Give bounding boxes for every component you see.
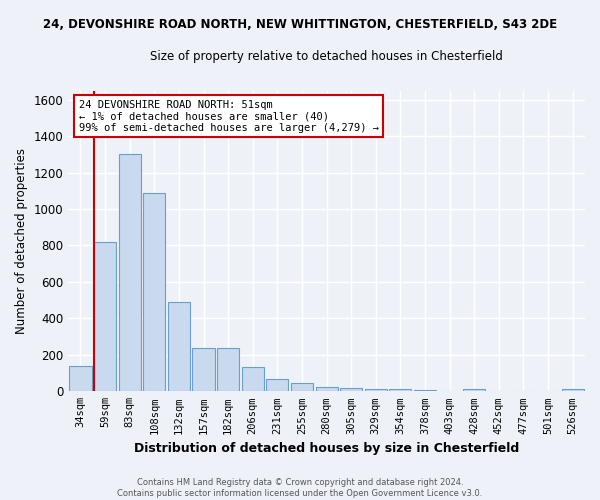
- Bar: [266, 378, 289, 392]
- Bar: [365, 390, 387, 392]
- Bar: [217, 348, 239, 392]
- Bar: [193, 348, 215, 392]
- Bar: [316, 386, 338, 392]
- X-axis label: Distribution of detached houses by size in Chesterfield: Distribution of detached houses by size …: [134, 442, 519, 455]
- Bar: [168, 302, 190, 392]
- Bar: [242, 366, 264, 392]
- Bar: [389, 388, 412, 392]
- Bar: [562, 389, 584, 392]
- Bar: [291, 383, 313, 392]
- Text: 24 DEVONSHIRE ROAD NORTH: 51sqm
← 1% of detached houses are smaller (40)
99% of : 24 DEVONSHIRE ROAD NORTH: 51sqm ← 1% of …: [79, 100, 379, 133]
- Text: 24, DEVONSHIRE ROAD NORTH, NEW WHITTINGTON, CHESTERFIELD, S43 2DE: 24, DEVONSHIRE ROAD NORTH, NEW WHITTINGT…: [43, 18, 557, 30]
- Text: Contains HM Land Registry data © Crown copyright and database right 2024.
Contai: Contains HM Land Registry data © Crown c…: [118, 478, 482, 498]
- Bar: [143, 192, 166, 392]
- Bar: [70, 366, 92, 392]
- Bar: [463, 388, 485, 392]
- Bar: [119, 154, 141, 392]
- Y-axis label: Number of detached properties: Number of detached properties: [15, 148, 28, 334]
- Bar: [340, 388, 362, 392]
- Bar: [414, 390, 436, 392]
- Title: Size of property relative to detached houses in Chesterfield: Size of property relative to detached ho…: [150, 50, 503, 63]
- Bar: [94, 242, 116, 392]
